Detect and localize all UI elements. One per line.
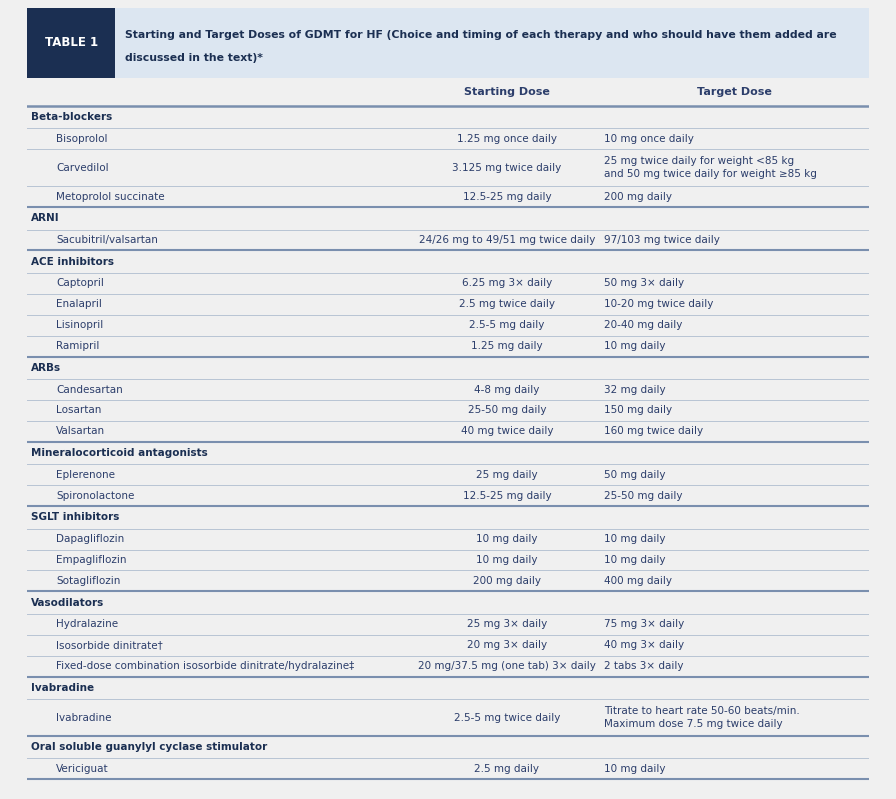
Text: Metoprolol succinate: Metoprolol succinate	[56, 192, 165, 201]
Text: Beta-blockers: Beta-blockers	[31, 112, 112, 122]
Text: 75 mg 3× daily: 75 mg 3× daily	[604, 619, 684, 630]
Text: 40 mg 3× daily: 40 mg 3× daily	[604, 640, 684, 650]
Text: TABLE 1: TABLE 1	[45, 37, 98, 50]
Text: 2.5 mg twice daily: 2.5 mg twice daily	[459, 300, 555, 309]
Text: 3.125 mg twice daily: 3.125 mg twice daily	[452, 163, 562, 173]
Text: Candesartan: Candesartan	[56, 384, 123, 395]
Text: Bisoprolol: Bisoprolol	[56, 134, 108, 144]
Text: ACE inhibitors: ACE inhibitors	[31, 256, 114, 267]
Text: 20 mg/37.5 mg (one tab) 3× daily: 20 mg/37.5 mg (one tab) 3× daily	[418, 662, 596, 671]
Text: 10 mg daily: 10 mg daily	[476, 555, 538, 565]
Text: Sacubitril/valsartan: Sacubitril/valsartan	[56, 235, 159, 245]
Text: 150 mg daily: 150 mg daily	[604, 405, 672, 415]
Text: 25 mg twice daily for weight <85 kg: 25 mg twice daily for weight <85 kg	[604, 156, 794, 166]
Text: 40 mg twice daily: 40 mg twice daily	[461, 427, 553, 436]
Text: Isosorbide dinitrate†: Isosorbide dinitrate†	[56, 640, 163, 650]
Text: Hydralazine: Hydralazine	[56, 619, 118, 630]
Text: Dapagliflozin: Dapagliflozin	[56, 534, 125, 544]
Text: Titrate to heart rate 50-60 beats/min.: Titrate to heart rate 50-60 beats/min.	[604, 706, 799, 716]
FancyBboxPatch shape	[116, 8, 869, 78]
Text: SGLT inhibitors: SGLT inhibitors	[31, 512, 119, 523]
Text: Fixed-dose combination isosorbide dinitrate/hydralazine‡: Fixed-dose combination isosorbide dinitr…	[56, 662, 355, 671]
Text: 97/103 mg twice daily: 97/103 mg twice daily	[604, 235, 719, 245]
Text: 12.5-25 mg daily: 12.5-25 mg daily	[462, 192, 551, 201]
Text: 6.25 mg 3× daily: 6.25 mg 3× daily	[461, 278, 552, 288]
Text: 2.5 mg daily: 2.5 mg daily	[475, 764, 539, 773]
Text: Maximum dose 7.5 mg twice daily: Maximum dose 7.5 mg twice daily	[604, 719, 782, 729]
Text: Eplerenone: Eplerenone	[56, 470, 116, 479]
Text: Spironolactone: Spironolactone	[56, 491, 134, 501]
FancyBboxPatch shape	[27, 8, 116, 78]
Text: 10 mg daily: 10 mg daily	[604, 341, 666, 351]
Text: 50 mg daily: 50 mg daily	[604, 470, 666, 479]
Text: 2.5-5 mg twice daily: 2.5-5 mg twice daily	[453, 713, 560, 722]
Text: 12.5-25 mg daily: 12.5-25 mg daily	[462, 491, 551, 501]
Text: 4-8 mg daily: 4-8 mg daily	[474, 384, 539, 395]
Text: 20-40 mg daily: 20-40 mg daily	[604, 320, 682, 330]
Text: Ivabradine: Ivabradine	[31, 683, 94, 693]
Text: 10 mg daily: 10 mg daily	[604, 534, 666, 544]
Text: 2 tabs 3× daily: 2 tabs 3× daily	[604, 662, 684, 671]
Text: 200 mg daily: 200 mg daily	[604, 192, 672, 201]
Text: 10 mg daily: 10 mg daily	[604, 764, 666, 773]
Text: and 50 mg twice daily for weight ≥85 kg: and 50 mg twice daily for weight ≥85 kg	[604, 169, 816, 180]
Text: Valsartan: Valsartan	[56, 427, 106, 436]
Text: Starting and Target Doses of GDMT for HF (Choice and timing of each therapy and : Starting and Target Doses of GDMT for HF…	[125, 30, 837, 40]
Text: ARBs: ARBs	[31, 363, 61, 373]
Text: Starting Dose: Starting Dose	[464, 87, 550, 97]
Text: 25 mg 3× daily: 25 mg 3× daily	[467, 619, 547, 630]
Text: 2.5-5 mg daily: 2.5-5 mg daily	[470, 320, 545, 330]
Text: Vericiguat: Vericiguat	[56, 764, 109, 773]
Text: 25 mg daily: 25 mg daily	[476, 470, 538, 479]
Text: ARNI: ARNI	[31, 213, 60, 223]
Text: 1.25 mg daily: 1.25 mg daily	[471, 341, 543, 351]
Text: 25-50 mg daily: 25-50 mg daily	[468, 405, 547, 415]
Text: Oral soluble guanylyl cyclase stimulator: Oral soluble guanylyl cyclase stimulator	[31, 742, 267, 752]
Text: 10 mg daily: 10 mg daily	[476, 534, 538, 544]
Text: discussed in the text)*: discussed in the text)*	[125, 54, 263, 63]
Text: Losartan: Losartan	[56, 405, 102, 415]
Text: 400 mg daily: 400 mg daily	[604, 576, 672, 586]
Text: 20 mg 3× daily: 20 mg 3× daily	[467, 640, 547, 650]
Text: Ivabradine: Ivabradine	[56, 713, 112, 722]
Text: 200 mg daily: 200 mg daily	[473, 576, 541, 586]
Text: Carvedilol: Carvedilol	[56, 163, 109, 173]
Text: Captopril: Captopril	[56, 278, 104, 288]
Text: Sotagliflozin: Sotagliflozin	[56, 576, 121, 586]
Text: 50 mg 3× daily: 50 mg 3× daily	[604, 278, 684, 288]
Text: Enalapril: Enalapril	[56, 300, 102, 309]
Text: Ramipril: Ramipril	[56, 341, 99, 351]
Text: Vasodilators: Vasodilators	[31, 598, 104, 608]
Text: 10 mg daily: 10 mg daily	[604, 555, 666, 565]
Text: 25-50 mg daily: 25-50 mg daily	[604, 491, 683, 501]
Text: 10 mg once daily: 10 mg once daily	[604, 134, 694, 144]
Text: 10-20 mg twice daily: 10-20 mg twice daily	[604, 300, 713, 309]
Text: Lisinopril: Lisinopril	[56, 320, 104, 330]
Text: 32 mg daily: 32 mg daily	[604, 384, 666, 395]
Text: 24/26 mg to 49/51 mg twice daily: 24/26 mg to 49/51 mg twice daily	[418, 235, 595, 245]
Text: 160 mg twice daily: 160 mg twice daily	[604, 427, 703, 436]
Text: Empagliflozin: Empagliflozin	[56, 555, 127, 565]
Text: Mineralocorticoid antagonists: Mineralocorticoid antagonists	[31, 448, 208, 458]
Text: 1.25 mg once daily: 1.25 mg once daily	[457, 134, 557, 144]
Text: Target Dose: Target Dose	[697, 87, 771, 97]
